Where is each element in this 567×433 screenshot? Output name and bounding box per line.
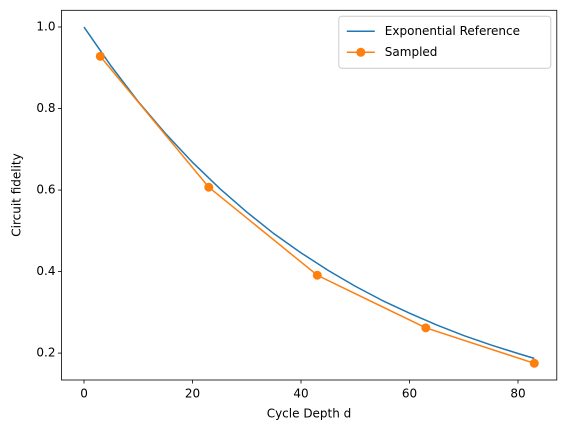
plot-frame — [61, 9, 558, 381]
data-point — [312, 270, 322, 280]
data-point — [204, 182, 214, 192]
x-tick-label: 0 — [80, 387, 88, 401]
legend-box — [338, 15, 552, 69]
y-tick-label: 1.0 — [36, 20, 55, 34]
x-tick-label: 20 — [185, 387, 200, 401]
y-tick-label: 0.6 — [36, 183, 55, 197]
x-tick-label: 60 — [402, 387, 417, 401]
x-tick-label: 40 — [293, 387, 308, 401]
legend-label: Sampled — [385, 45, 438, 59]
y-tick-label: 0.4 — [36, 264, 55, 278]
legend-label: Exponential Reference — [385, 24, 520, 38]
data-point — [421, 323, 431, 333]
y-tick-label: 0.8 — [36, 101, 55, 115]
series-line — [99, 55, 535, 365]
x-tick-label: 80 — [510, 387, 525, 401]
y-axis-label: Circuit fidelity — [10, 153, 24, 236]
legend-marker — [356, 47, 366, 57]
data-point — [529, 358, 539, 368]
x-axis-label: Cycle Depth d — [267, 407, 352, 421]
series-line — [83, 26, 535, 360]
y-tick-label: 0.2 — [36, 346, 55, 360]
data-point — [95, 51, 105, 61]
